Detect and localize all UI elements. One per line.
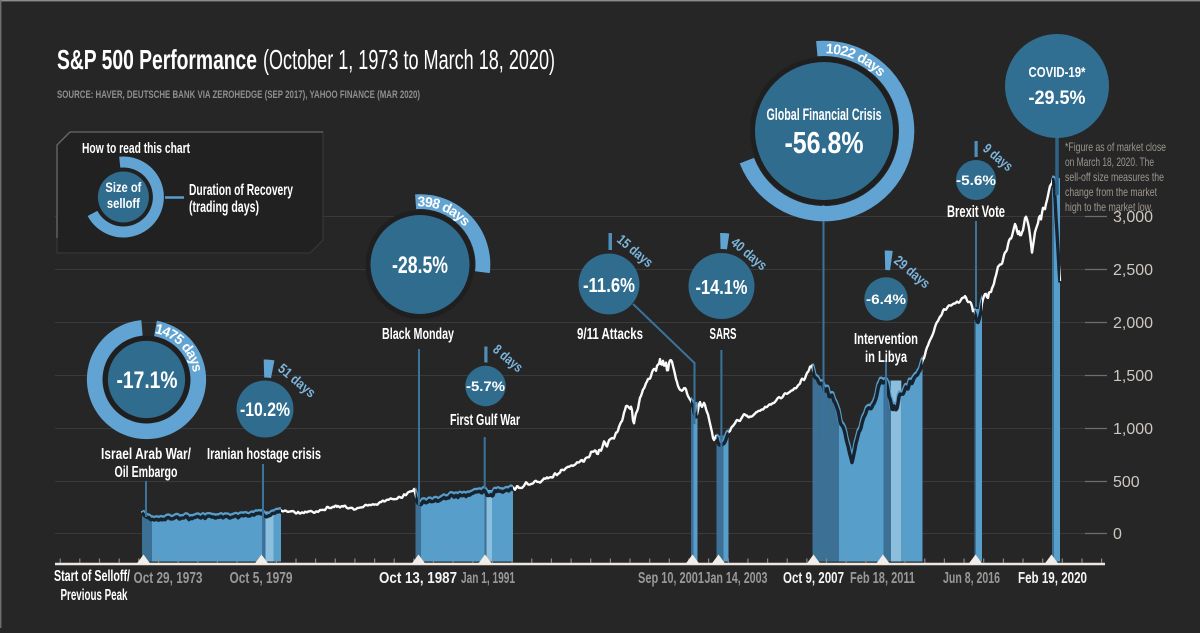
svg-text:Oct 9, 2007: Oct 9, 2007: [783, 570, 844, 587]
svg-text:-17.1%: -17.1%: [117, 367, 178, 394]
svg-text:Brexit Vote: Brexit Vote: [947, 202, 1005, 221]
svg-text:3,000: 3,000: [1113, 209, 1153, 226]
svg-text:Global Financial Crisis: Global Financial Crisis: [767, 105, 882, 124]
svg-text:-10.2%: -10.2%: [240, 400, 290, 421]
svg-text:high to the market low.: high to the market low.: [1065, 200, 1153, 214]
svg-text:Black Monday: Black Monday: [382, 326, 454, 343]
svg-text:sell-off size measures the: sell-off size measures the: [1065, 170, 1164, 184]
svg-text:Previous Peak: Previous Peak: [61, 587, 128, 604]
svg-text:change from the market: change from the market: [1065, 185, 1157, 199]
svg-text:Feb 19, 2020: Feb 19, 2020: [1018, 570, 1087, 587]
svg-text:(trading days): (trading days): [189, 199, 259, 216]
svg-text:Oil Embargo: Oil Embargo: [115, 464, 178, 481]
svg-text:-5.6%: -5.6%: [956, 172, 997, 188]
svg-text:Oct 5, 1979: Oct 5, 1979: [230, 570, 293, 587]
svg-text:Jun 8, 2016: Jun 8, 2016: [943, 570, 1000, 587]
svg-text:Intervention: Intervention: [854, 331, 918, 348]
svg-text:Size of: Size of: [105, 179, 141, 195]
svg-text:Oct 29, 1973: Oct 29, 1973: [134, 570, 203, 587]
svg-text:S&P 500 Performance: S&P 500 Performance: [57, 44, 257, 75]
svg-text:9/11 Attacks: 9/11 Attacks: [577, 326, 643, 343]
svg-text:selloff: selloff: [107, 195, 140, 211]
svg-text:*Figure as of market close: *Figure as of market close: [1065, 140, 1166, 154]
svg-text:Oct 13, 1987: Oct 13, 1987: [379, 570, 457, 587]
svg-text:First Gulf War: First Gulf War: [450, 412, 520, 429]
svg-text:1,500: 1,500: [1113, 368, 1153, 385]
svg-text:COVID-19*: COVID-19*: [1029, 64, 1086, 81]
svg-text:-28.5%: -28.5%: [392, 252, 448, 279]
svg-text:SOURCE: HAVER, DEUTSCHE BANK V: SOURCE: HAVER, DEUTSCHE BANK VIA ZEROHED…: [57, 89, 420, 101]
svg-text:500: 500: [1113, 474, 1140, 491]
svg-text:Israel Arab War/: Israel Arab War/: [101, 446, 191, 463]
svg-text:Feb 18, 2011: Feb 18, 2011: [850, 570, 915, 587]
svg-text:2,500: 2,500: [1113, 262, 1153, 279]
svg-text:Duration of Recovery: Duration of Recovery: [189, 182, 293, 199]
svg-text:-11.6%: -11.6%: [583, 275, 635, 297]
svg-text:Jan 1, 1991: Jan 1, 1991: [461, 570, 515, 587]
svg-text:Start of Selloff/: Start of Selloff/: [54, 568, 130, 585]
svg-text:-6.4%: -6.4%: [866, 291, 907, 307]
svg-text:-56.8%: -56.8%: [785, 125, 864, 160]
svg-text:SARS: SARS: [710, 326, 737, 343]
svg-text:(October 1, 1973 to March 18,: (October 1, 1973 to March 18, 2020): [263, 44, 555, 75]
svg-text:-29.5%: -29.5%: [1029, 88, 1086, 109]
svg-text:0: 0: [1113, 526, 1122, 543]
svg-text:Sep 10, 2001: Sep 10, 2001: [638, 570, 704, 587]
svg-text:-5.7%: -5.7%: [466, 378, 506, 394]
svg-text:2,000: 2,000: [1113, 315, 1153, 332]
svg-text:Iranian hostage crisis: Iranian hostage crisis: [207, 446, 321, 463]
svg-text:-14.1%: -14.1%: [696, 277, 748, 299]
svg-text:Jan 14, 2003: Jan 14, 2003: [705, 570, 768, 587]
svg-text:1,000: 1,000: [1113, 421, 1153, 438]
svg-text:in Libya: in Libya: [865, 349, 907, 366]
svg-text:on March 18, 2020. The: on March 18, 2020. The: [1065, 155, 1154, 169]
svg-text:How to read this chart: How to read this chart: [82, 140, 190, 157]
